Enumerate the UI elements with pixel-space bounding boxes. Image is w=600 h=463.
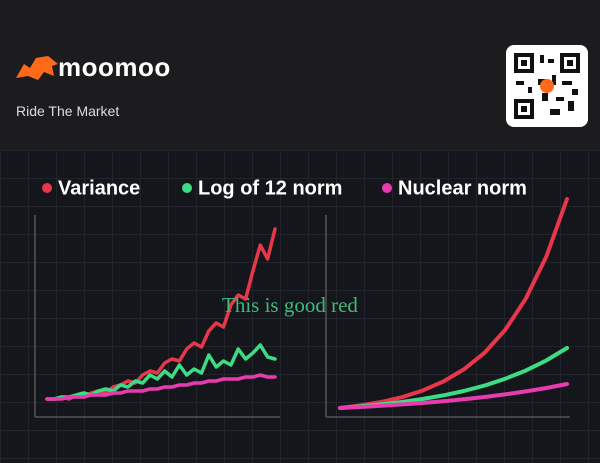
series-line: [338, 197, 569, 410]
legend-dot: [182, 183, 192, 193]
logo-icon: [16, 56, 58, 80]
annotation: This is good red: [222, 293, 358, 317]
legend-label: Variance: [58, 177, 140, 199]
legend-dot: [42, 183, 52, 193]
series-line: [45, 343, 277, 401]
legend-label: Log of 12 norm: [198, 177, 342, 199]
header: moomoo Ride The Market: [0, 0, 600, 150]
brand: moomoo: [58, 52, 171, 82]
series-line: [338, 382, 569, 410]
legend-label: Nuclear norm: [398, 177, 527, 199]
chart-area: [0, 150, 600, 463]
qr-code: [506, 45, 588, 127]
tagline: Ride The Market: [16, 103, 120, 119]
legend-dot: [382, 183, 392, 193]
series-line: [45, 373, 277, 401]
